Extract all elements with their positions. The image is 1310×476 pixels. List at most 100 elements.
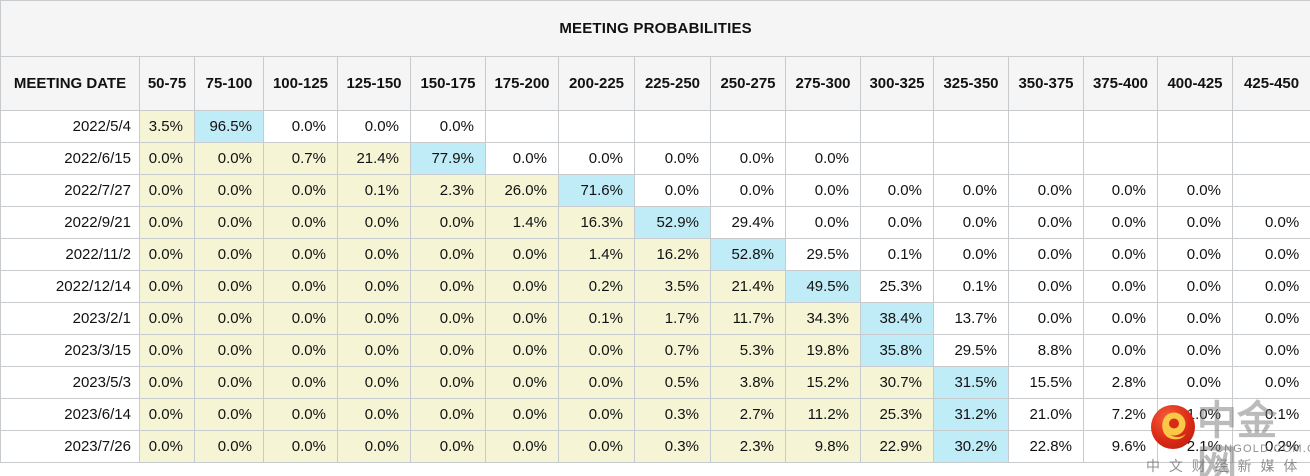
probability-cell: 0.0% <box>337 110 411 143</box>
rate-range-column-header: 50-75 <box>139 56 195 111</box>
probability-cell: 25.3% <box>860 398 934 431</box>
probability-cell: 0.0% <box>1157 238 1233 271</box>
probability-cell <box>558 110 635 143</box>
probability-cell: 0.2% <box>1231 430 1310 463</box>
probability-cell: 0.0% <box>410 110 486 143</box>
meeting-date-column-header: MEETING DATE <box>0 56 140 111</box>
probability-cell: 0.0% <box>634 174 711 207</box>
probability-cell: 0.0% <box>1157 270 1233 303</box>
probability-cell: 0.0% <box>139 430 195 463</box>
probability-cell <box>1157 110 1233 143</box>
probability-cell: 0.0% <box>194 270 264 303</box>
probability-cell: 15.2% <box>785 366 861 399</box>
probability-cell: 0.1% <box>1231 398 1310 431</box>
probability-cell: 0.0% <box>1231 302 1310 335</box>
probability-cell: 0.0% <box>194 142 264 175</box>
probability-cell: 77.9% <box>410 142 486 175</box>
probability-cell: 0.0% <box>1157 366 1233 399</box>
probability-cell: 3.8% <box>710 366 786 399</box>
rate-range-column-header: 375-400 <box>1083 56 1158 111</box>
probability-cell: 22.9% <box>860 430 934 463</box>
table-row: 2023/3/15 0.0% 0.0% 0.0% 0.0% 0.0% 0.0% 0.0% 0.7… <box>0 334 1310 367</box>
probability-cell: 0.0% <box>1083 334 1158 367</box>
probability-cell <box>1231 110 1310 143</box>
probability-cell: 30.2% <box>933 430 1009 463</box>
table-row: 2022/11/2 0.0% 0.0% 0.0% 0.0% 0.0% 0.0% 1.4% 16.… <box>0 238 1310 271</box>
probability-cell <box>1231 174 1310 207</box>
probability-cell <box>1083 110 1158 143</box>
probability-cell: 96.5% <box>194 110 264 143</box>
probability-cell: 0.0% <box>710 174 786 207</box>
rate-range-column-header: 425-450 <box>1231 56 1310 111</box>
table-title: MEETING PROBABILITIES <box>0 0 1310 57</box>
probability-cell: 11.7% <box>710 302 786 335</box>
meeting-probabilities-table: MEETING PROBABILITIES MEETING DATE 50-75 7… <box>0 0 1310 463</box>
probability-cell <box>634 110 711 143</box>
probability-cell: 0.0% <box>785 206 861 239</box>
probability-cell: 0.0% <box>337 206 411 239</box>
probability-cell: 0.0% <box>337 334 411 367</box>
probability-cell <box>710 110 786 143</box>
probability-cell: 0.0% <box>710 142 786 175</box>
probability-cell: 0.0% <box>860 206 934 239</box>
probability-cell: 0.0% <box>194 174 264 207</box>
rate-range-column-header: 275-300 <box>785 56 861 111</box>
probability-cell: 0.0% <box>139 206 195 239</box>
probability-cell: 0.0% <box>410 366 486 399</box>
probability-cell: 0.3% <box>634 430 711 463</box>
probability-cell: 0.0% <box>139 398 195 431</box>
probability-cell: 29.5% <box>933 334 1009 367</box>
probability-cell: 0.0% <box>410 270 486 303</box>
meeting-date-cell: 2023/3/15 <box>0 334 140 367</box>
probability-cell: 0.0% <box>558 430 635 463</box>
probability-cell: 29.4% <box>710 206 786 239</box>
probability-cell: 0.0% <box>785 142 861 175</box>
probability-cell: 0.0% <box>485 398 559 431</box>
probability-cell: 0.0% <box>263 398 338 431</box>
probability-cell: 0.0% <box>1231 206 1310 239</box>
probability-cell: 0.0% <box>410 430 486 463</box>
probability-cell: 0.0% <box>1008 238 1084 271</box>
probability-cell: 0.0% <box>139 270 195 303</box>
probability-cell: 0.1% <box>337 174 411 207</box>
table-title-row: MEETING PROBABILITIES <box>0 0 1310 57</box>
probability-cell: 0.0% <box>558 398 635 431</box>
probability-cell: 0.0% <box>410 398 486 431</box>
rate-range-column-header: 150-175 <box>410 56 486 111</box>
probability-cell: 0.0% <box>263 366 338 399</box>
probability-cell: 13.7% <box>933 302 1009 335</box>
probability-cell: 19.8% <box>785 334 861 367</box>
table-row: 2023/2/1 0.0% 0.0% 0.0% 0.0% 0.0% 0.0% 0.1% 1.7%… <box>0 302 1310 335</box>
probability-cell: 0.0% <box>263 302 338 335</box>
probability-cell: 0.0% <box>410 238 486 271</box>
probability-cell: 0.0% <box>194 238 264 271</box>
probability-cell: 0.0% <box>1157 302 1233 335</box>
probability-cell: 0.1% <box>933 270 1009 303</box>
probability-cell: 0.0% <box>139 238 195 271</box>
probability-cell: 0.0% <box>933 238 1009 271</box>
rate-range-column-header: 175-200 <box>485 56 559 111</box>
probability-cell: 29.5% <box>785 238 861 271</box>
probability-cell: 0.0% <box>485 334 559 367</box>
column-header-row: MEETING DATE 50-75 75-100 100-125 125-150 150… <box>0 56 1310 111</box>
rate-range-column-header: 250-275 <box>710 56 786 111</box>
rate-range-column-header: 225-250 <box>634 56 711 111</box>
probability-cell: 0.0% <box>410 334 486 367</box>
probability-cell: 0.0% <box>139 142 195 175</box>
probability-cell: 0.0% <box>485 270 559 303</box>
probability-cell: 7.2% <box>1083 398 1158 431</box>
probability-cell: 0.0% <box>337 302 411 335</box>
probability-cell <box>860 110 934 143</box>
probability-cell: 0.0% <box>485 142 559 175</box>
probability-cell: 0.0% <box>485 366 559 399</box>
probability-cell: 0.5% <box>634 366 711 399</box>
meeting-date-cell: 2022/5/4 <box>0 110 140 143</box>
meeting-date-cell: 2022/7/27 <box>0 174 140 207</box>
probability-cell: 1.4% <box>485 206 559 239</box>
probability-cell: 38.4% <box>860 302 934 335</box>
probability-cell: 0.3% <box>634 398 711 431</box>
probability-cell: 8.8% <box>1008 334 1084 367</box>
probability-cell: 0.0% <box>263 110 338 143</box>
probability-cell: 0.7% <box>634 334 711 367</box>
